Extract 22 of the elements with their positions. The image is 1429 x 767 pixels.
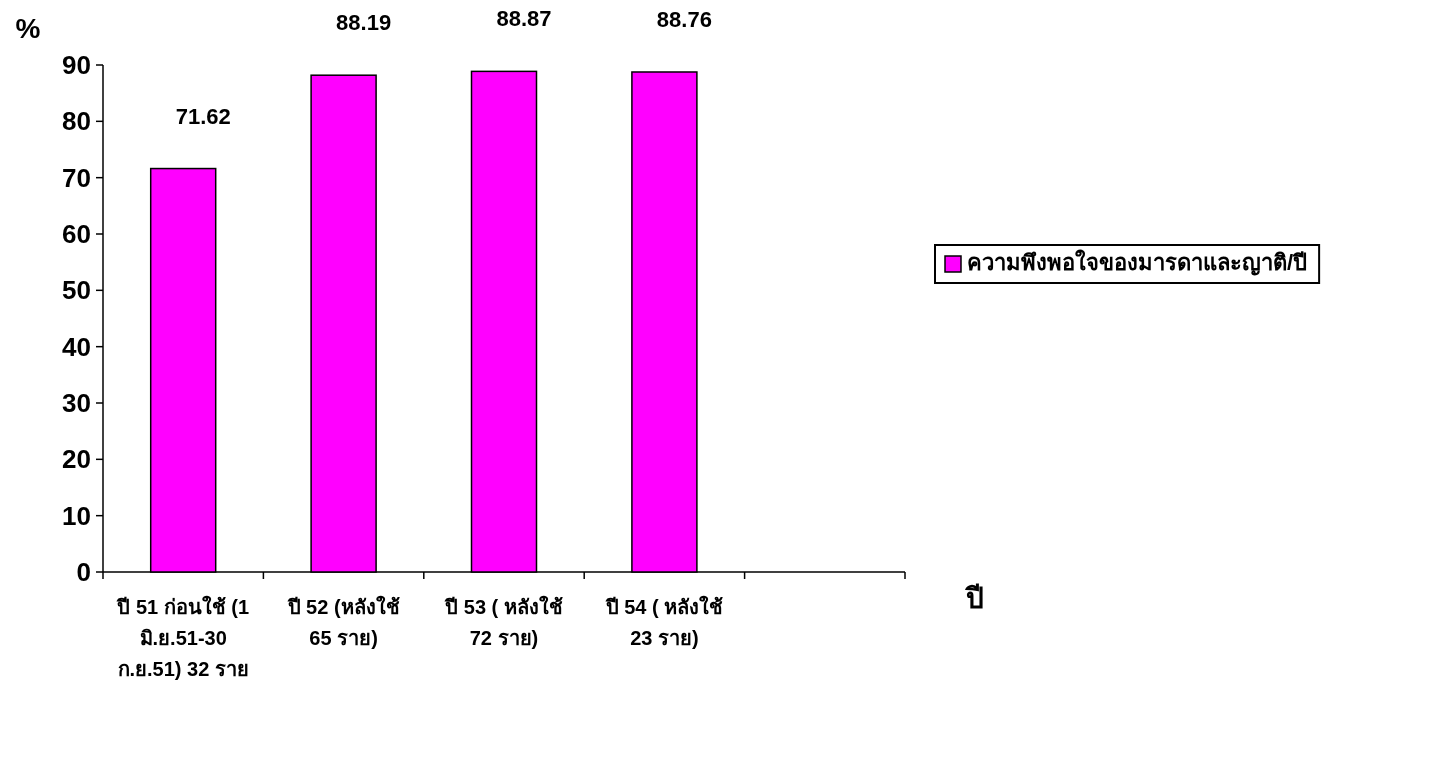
x-axis-title: ปี [964,583,984,614]
data-label: 88.19 [336,10,392,36]
y-tick-label: 80 [62,106,91,137]
legend: ความพึงพอใจของมารดาและญาติ/ปี [934,244,1321,284]
y-tick-label: 20 [62,444,91,475]
x-tick-label: ปี 51 ก่อนใช้ (1 มิ.ย.51-30 ก.ย.51) 32 ราย [115,594,251,682]
data-label: 71.62 [175,103,231,129]
y-axis-title: % [15,13,41,44]
x-tick-label: ปี 54 ( หลังใช้ 23 ราย) [604,594,725,651]
y-tick-label: 70 [62,162,91,193]
y-tick-label: 60 [62,219,91,249]
y-tick-label: 30 [62,388,91,418]
y-tick-label: 0 [76,557,91,587]
data-label: 88.87 [496,6,552,32]
legend-label: ความพึงพอใจของมารดาและญาติ/ปี [967,249,1308,276]
x-tick-label: ปี 52 (หลังใช้ 65 ราย) [286,594,401,651]
y-tick-label: 50 [62,275,91,306]
y-tick-label: 10 [62,500,91,531]
data-label: 88.76 [656,6,712,32]
x-tick-label: ปี 53 ( หลังใช้ 72 ราย) [443,594,564,651]
y-tick-label: 40 [62,331,91,362]
y-tick-label: 90 [62,50,91,80]
